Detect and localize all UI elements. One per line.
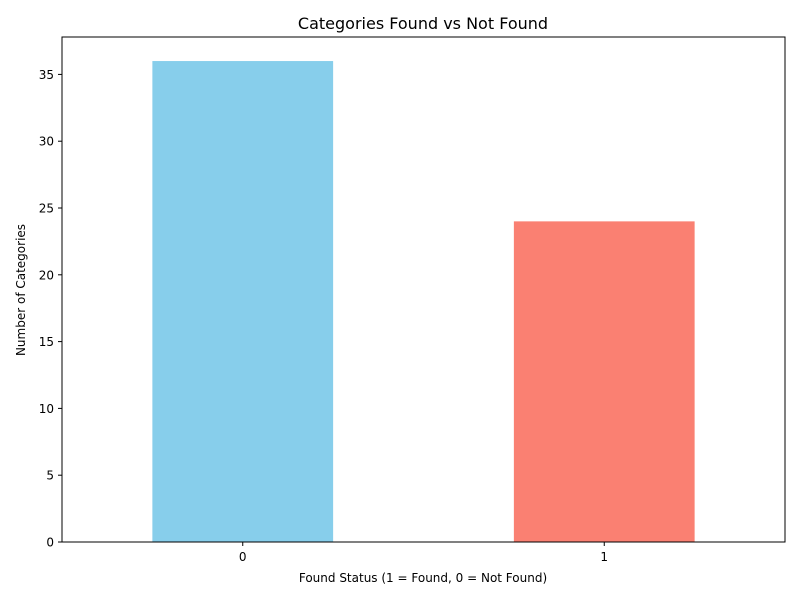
x-axis-label: Found Status (1 = Found, 0 = Not Found) xyxy=(299,571,547,585)
x-tick-label: 1 xyxy=(600,550,608,564)
y-tick-label: 25 xyxy=(39,202,54,216)
bar-0 xyxy=(152,61,334,543)
y-tick-label: 0 xyxy=(46,536,54,550)
y-tick-label: 35 xyxy=(39,68,54,82)
y-axis-label: Number of Categories xyxy=(14,224,28,356)
y-tick-label: 5 xyxy=(46,469,54,483)
x-tick-label: 0 xyxy=(239,550,247,564)
y-tick-label: 15 xyxy=(39,335,54,349)
chart-title: Categories Found vs Not Found xyxy=(298,14,548,33)
y-tick-label: 30 xyxy=(39,135,54,149)
plot-frame xyxy=(61,36,786,543)
y-tick-label: 20 xyxy=(39,268,54,282)
y-tick-label: 10 xyxy=(39,402,54,416)
bar-1 xyxy=(513,221,695,542)
bars-layer xyxy=(152,61,695,543)
